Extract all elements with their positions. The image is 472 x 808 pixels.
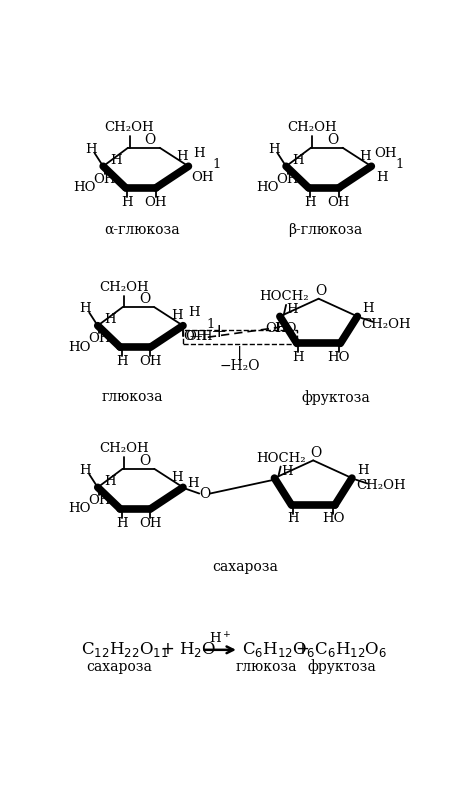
- Text: H: H: [116, 517, 127, 530]
- Text: H: H: [85, 143, 97, 156]
- Text: OH: OH: [374, 147, 396, 160]
- Text: O: O: [199, 486, 211, 500]
- Text: CH₂OH: CH₂OH: [287, 121, 337, 134]
- Text: HO: HO: [68, 503, 91, 516]
- Text: H: H: [293, 351, 304, 364]
- Text: H: H: [104, 313, 116, 326]
- Text: H: H: [110, 154, 121, 166]
- Text: C$_{12}$H$_{22}$O$_{11}$: C$_{12}$H$_{22}$O$_{11}$: [81, 640, 169, 659]
- Text: H: H: [287, 303, 298, 316]
- Text: CH₂OH: CH₂OH: [356, 479, 405, 492]
- Text: $+$ C$_6$H$_{12}$O$_6$: $+$ C$_6$H$_{12}$O$_6$: [295, 640, 388, 659]
- Text: CH₂OH: CH₂OH: [105, 121, 154, 134]
- Text: OH: OH: [191, 170, 214, 183]
- Bar: [183, 330, 297, 344]
- Text: OH: OH: [88, 494, 110, 507]
- Text: —H: —H: [190, 330, 213, 343]
- Text: H: H: [171, 471, 183, 484]
- Text: сахароза: сахароза: [212, 560, 278, 574]
- Text: H: H: [121, 196, 133, 209]
- Text: HO: HO: [256, 181, 279, 194]
- Text: H: H: [80, 464, 91, 477]
- Text: H: H: [80, 302, 91, 315]
- Text: 1: 1: [207, 318, 215, 330]
- Text: β-глюкоза: β-глюкоза: [288, 223, 362, 238]
- Text: H: H: [104, 474, 116, 488]
- Text: H: H: [357, 464, 369, 477]
- Text: H: H: [188, 306, 200, 319]
- Text: OH: OH: [139, 517, 162, 530]
- Text: 1: 1: [212, 158, 220, 171]
- Text: CH₂OH: CH₂OH: [361, 318, 411, 330]
- Text: O: O: [310, 446, 321, 460]
- Text: H: H: [194, 147, 205, 160]
- Text: глюкоза: глюкоза: [102, 390, 163, 404]
- Text: H: H: [177, 149, 188, 162]
- Text: HOCH₂: HOCH₂: [256, 452, 305, 465]
- Text: α-глюкоза: α-глюкоза: [104, 223, 180, 238]
- Text: OH: OH: [93, 173, 116, 186]
- Text: O: O: [328, 133, 338, 147]
- Text: −H₂O: −H₂O: [219, 359, 260, 372]
- Text: OH: OH: [328, 196, 350, 209]
- Text: OH: OH: [277, 173, 299, 186]
- Text: CH₂OH: CH₂OH: [99, 280, 149, 293]
- Text: H: H: [116, 356, 127, 368]
- Text: O: O: [139, 454, 150, 468]
- Text: H: H: [293, 154, 304, 166]
- Text: фруктоза: фруктоза: [301, 389, 370, 405]
- Text: |: |: [237, 346, 243, 361]
- Text: O: O: [315, 284, 327, 298]
- Text: H$^+$: H$^+$: [209, 631, 231, 646]
- Text: HO: HO: [274, 322, 296, 335]
- Text: HOCH₂: HOCH₂: [259, 290, 309, 303]
- Text: OH: OH: [139, 356, 162, 368]
- Text: H: H: [376, 170, 388, 183]
- Text: H: H: [359, 149, 371, 162]
- Text: H: H: [281, 465, 293, 478]
- Text: HO: HO: [328, 351, 350, 364]
- Text: OH: OH: [88, 332, 110, 345]
- Text: H: H: [287, 512, 299, 525]
- Text: 1: 1: [395, 158, 404, 171]
- Text: OH: OH: [266, 322, 288, 335]
- Text: сахароза: сахароза: [86, 660, 152, 674]
- Text: O: O: [183, 330, 194, 343]
- Text: CH₂OH: CH₂OH: [99, 442, 149, 456]
- Text: $+$ H$_2$O: $+$ H$_2$O: [160, 640, 216, 659]
- Text: H: H: [187, 477, 199, 490]
- Text: C$_6$H$_{12}$O$_6$: C$_6$H$_{12}$O$_6$: [242, 640, 315, 659]
- Text: H: H: [268, 143, 279, 156]
- Text: H: H: [171, 309, 183, 322]
- Text: HO: HO: [73, 181, 96, 194]
- Text: глюкоза: глюкоза: [236, 660, 297, 674]
- Text: +: +: [211, 323, 228, 341]
- Text: OH: OH: [185, 330, 208, 343]
- Text: фруктоза: фруктоза: [307, 659, 376, 674]
- Text: O: O: [144, 133, 156, 147]
- Text: HO: HO: [322, 512, 345, 525]
- Text: H: H: [362, 302, 374, 315]
- Text: OH: OH: [144, 196, 167, 209]
- Text: HO: HO: [68, 341, 91, 354]
- Text: O: O: [139, 292, 150, 306]
- Text: H: H: [304, 196, 316, 209]
